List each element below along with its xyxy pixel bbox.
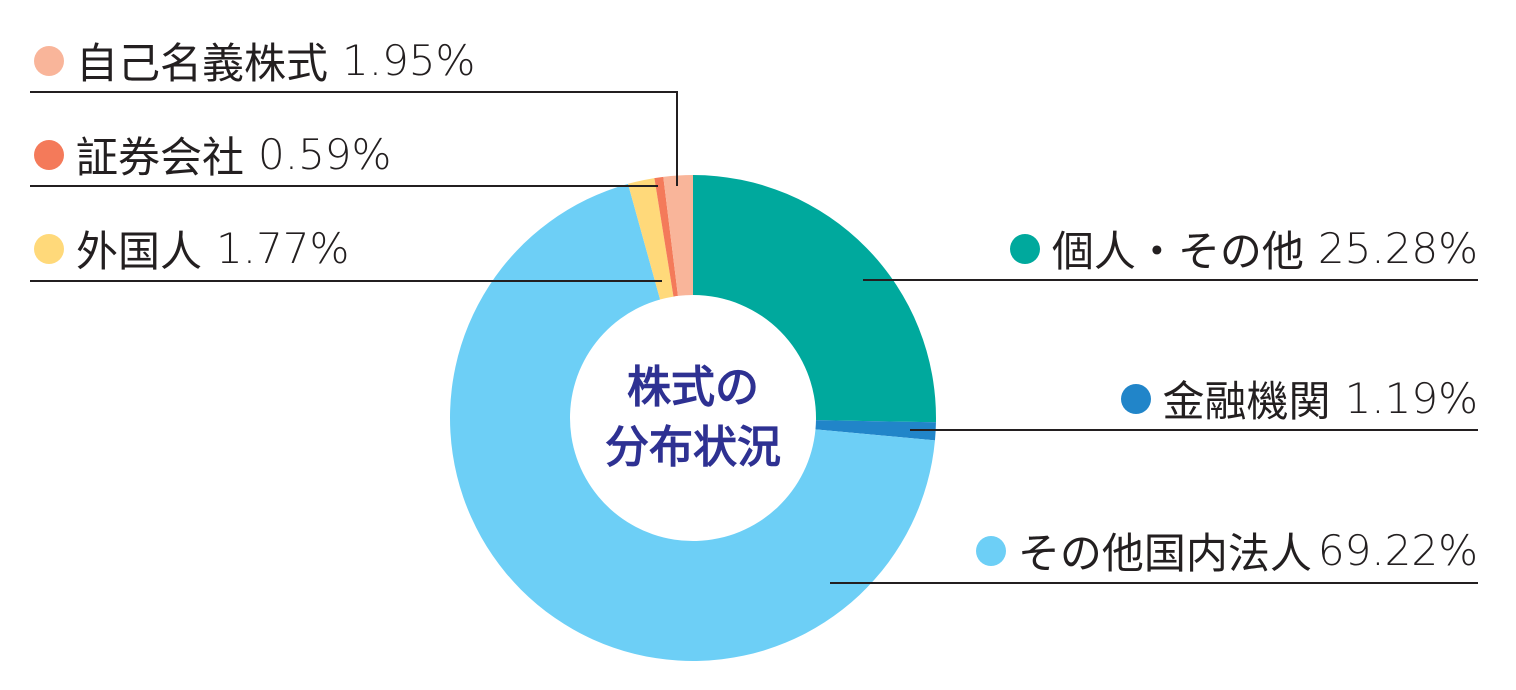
donut-slice <box>654 176 678 297</box>
legend-dot-icon <box>34 139 64 170</box>
label-name: 証券会社 <box>76 133 245 182</box>
leader-lines <box>30 91 1478 584</box>
chart-center-title: 株式の 分布状況 <box>593 358 793 478</box>
label-percent: 1.95% <box>342 36 476 85</box>
donut-slice <box>663 175 693 296</box>
label-percent: 1.77% <box>216 224 350 273</box>
label-jiko-meigi: 自己名義株式 1.95% <box>34 30 475 91</box>
label-percent: 1.19% <box>1344 374 1478 423</box>
label-name: 外国人 <box>76 227 203 276</box>
legend-dot-icon <box>34 233 64 264</box>
label-percent: 69.22% <box>1317 526 1478 575</box>
donut-slice <box>693 175 937 423</box>
donut-slice <box>815 420 936 441</box>
label-percent: 25.28% <box>1317 224 1478 273</box>
donut-slices <box>449 175 937 661</box>
label-sonota-kokunai-hojin: その他国内法人 69.22% <box>975 520 1478 581</box>
center-title-line2: 分布状況 <box>605 422 781 473</box>
legend-dot-icon <box>1009 233 1040 264</box>
label-name: その他国内法人 <box>1017 529 1312 578</box>
label-name: 個人・その他 <box>1051 227 1304 276</box>
donut-slice <box>449 183 935 661</box>
label-percent: 0.59% <box>258 130 392 179</box>
legend-dot-icon <box>1120 383 1151 414</box>
donut-slice <box>627 178 674 300</box>
label-kinyu-kikan: 金融機関 1.19% <box>1120 368 1478 429</box>
label-name: 金融機関 <box>1162 377 1331 426</box>
label-name: 自己名義株式 <box>76 39 329 88</box>
legend-dot-icon <box>975 535 1006 566</box>
center-title-line1: 株式の <box>627 362 759 413</box>
leader-line-jiko <box>30 91 678 186</box>
label-gaikokujin: 外国人 1.77% <box>34 218 349 279</box>
legend-dot-icon <box>34 45 64 76</box>
label-shoken-gaisha: 証券会社 0.59% <box>34 124 391 185</box>
label-kojin-sonota: 個人・その他 25.28% <box>1009 218 1478 279</box>
